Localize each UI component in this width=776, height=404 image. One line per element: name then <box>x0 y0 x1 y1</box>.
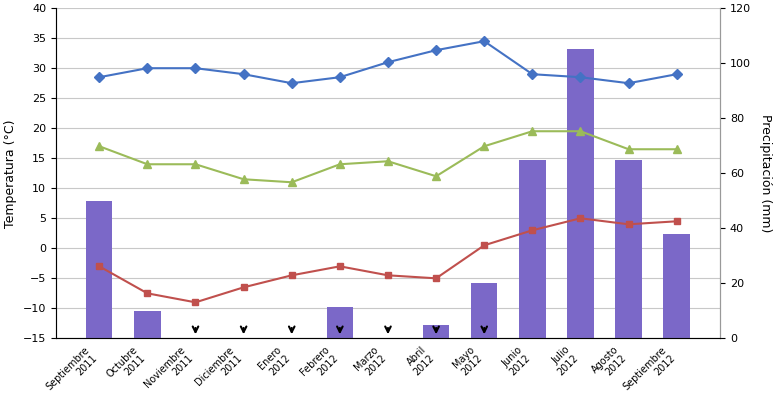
Bar <box>134 311 161 339</box>
Y-axis label: Precipitación (mm): Precipitación (mm) <box>759 114 772 232</box>
Bar <box>423 324 449 339</box>
Bar <box>327 307 353 339</box>
Bar <box>471 283 497 339</box>
Bar <box>663 234 690 339</box>
Y-axis label: Temperatura (°C): Temperatura (°C) <box>4 119 17 227</box>
Bar <box>567 49 594 339</box>
Bar <box>519 160 546 339</box>
Bar <box>615 160 642 339</box>
Bar <box>86 201 113 339</box>
